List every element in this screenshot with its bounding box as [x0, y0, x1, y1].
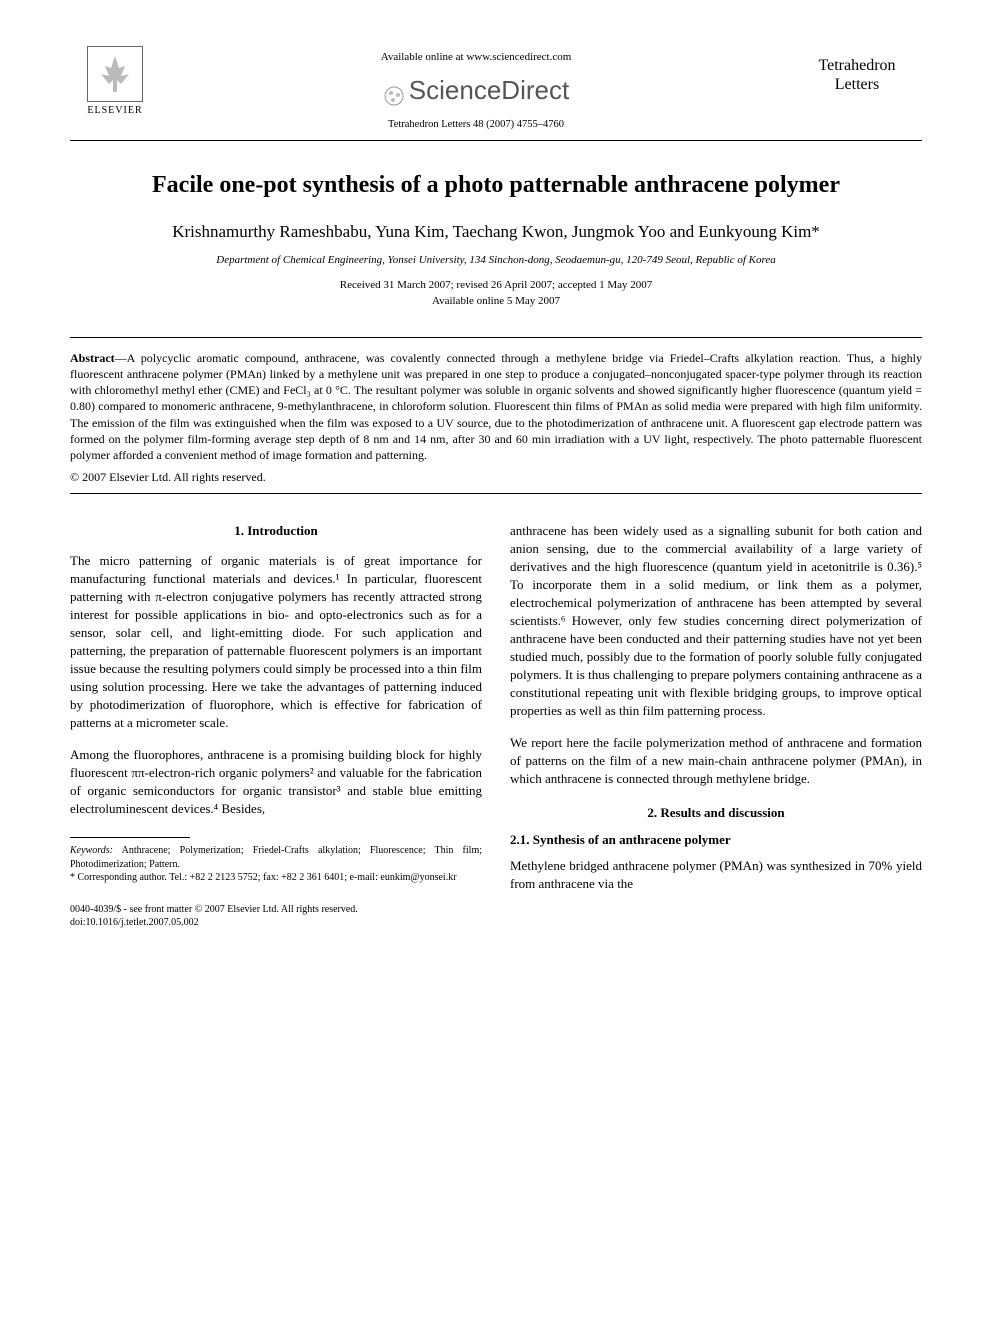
- header-center: Available online at www.sciencedirect.co…: [160, 46, 792, 132]
- available-online-text: Available online at www.sciencedirect.co…: [160, 50, 792, 65]
- sciencedirect-orb-icon: [383, 81, 405, 103]
- abstract-block: Abstract—A polycyclic aromatic compound,…: [70, 350, 922, 463]
- elsevier-tree-icon: [87, 46, 143, 102]
- publisher-logo-block: ELSEVIER: [70, 46, 160, 118]
- header-row: ELSEVIER Available online at www.science…: [70, 46, 922, 132]
- col2-paragraph-2: We report here the facile polymerization…: [510, 734, 922, 788]
- sub21-paragraph-1: Methylene bridged anthracene polymer (PM…: [510, 857, 922, 893]
- journal-name-line1: Tetrahedron: [792, 56, 922, 75]
- article-title: Facile one-pot synthesis of a photo patt…: [70, 169, 922, 201]
- footnote-rule: [70, 837, 190, 838]
- journal-name-line2: Letters: [792, 75, 922, 94]
- journal-name-block: Tetrahedron Letters: [792, 46, 922, 94]
- right-column: anthracene has been widely used as a sig…: [510, 522, 922, 929]
- article-dates: Received 31 March 2007; revised 26 April…: [70, 278, 922, 309]
- dates-online: Available online 5 May 2007: [70, 294, 922, 309]
- abstract-text: —A polycyclic aromatic compound, anthrac…: [70, 351, 922, 462]
- intro-paragraph-1: The micro patterning of organic material…: [70, 552, 482, 731]
- issn-line: 0040-4039/$ - see front matter © 2007 El…: [70, 903, 482, 916]
- publisher-label: ELSEVIER: [87, 104, 142, 118]
- affiliation-text: Department of Chemical Engineering, Yons…: [70, 253, 922, 268]
- subsection-2-1-heading: 2.1. Synthesis of an anthracene polymer: [510, 831, 922, 849]
- abstract-label: Abstract: [70, 351, 115, 365]
- dates-received: Received 31 March 2007; revised 26 April…: [70, 278, 922, 293]
- corresponding-author-footnote: * Corresponding author. Tel.: +82 2 2123…: [70, 871, 482, 885]
- section-1-heading: 1. Introduction: [70, 522, 482, 540]
- header-rule: [70, 140, 922, 141]
- keywords-text: Anthracene; Polymerization; Friedel-Craf…: [70, 845, 482, 870]
- left-column: 1. Introduction The micro patterning of …: [70, 522, 482, 929]
- sciencedirect-logo: ScienceDirect: [160, 73, 792, 108]
- body-columns: 1. Introduction The micro patterning of …: [70, 522, 922, 929]
- doi-line: doi:10.1016/j.tetlet.2007.05.002: [70, 916, 482, 929]
- corresponding-text: * Corresponding author. Tel.: +82 2 2123…: [70, 872, 380, 883]
- page-footer: 0040-4039/$ - see front matter © 2007 El…: [70, 903, 482, 929]
- intro-paragraph-2: Among the fluorophores, anthracene is a …: [70, 746, 482, 818]
- abstract-top-rule: [70, 337, 922, 338]
- section-2-heading: 2. Results and discussion: [510, 804, 922, 822]
- col2-paragraph-1: anthracene has been widely used as a sig…: [510, 522, 922, 719]
- abstract-copyright: © 2007 Elsevier Ltd. All rights reserved…: [70, 469, 922, 485]
- sciencedirect-text: ScienceDirect: [409, 75, 569, 105]
- keywords-label: Keywords:: [70, 845, 113, 856]
- corresponding-email-link[interactable]: eunkim@yonsei.kr: [380, 872, 456, 883]
- citation-text: Tetrahedron Letters 48 (2007) 4755–4760: [160, 118, 792, 132]
- authors-list: Krishnamurthy Rameshbabu, Yuna Kim, Taec…: [70, 220, 922, 244]
- abstract-bottom-rule: [70, 493, 922, 494]
- keywords-footnote: Keywords: Anthracene; Polymerization; Fr…: [70, 844, 482, 871]
